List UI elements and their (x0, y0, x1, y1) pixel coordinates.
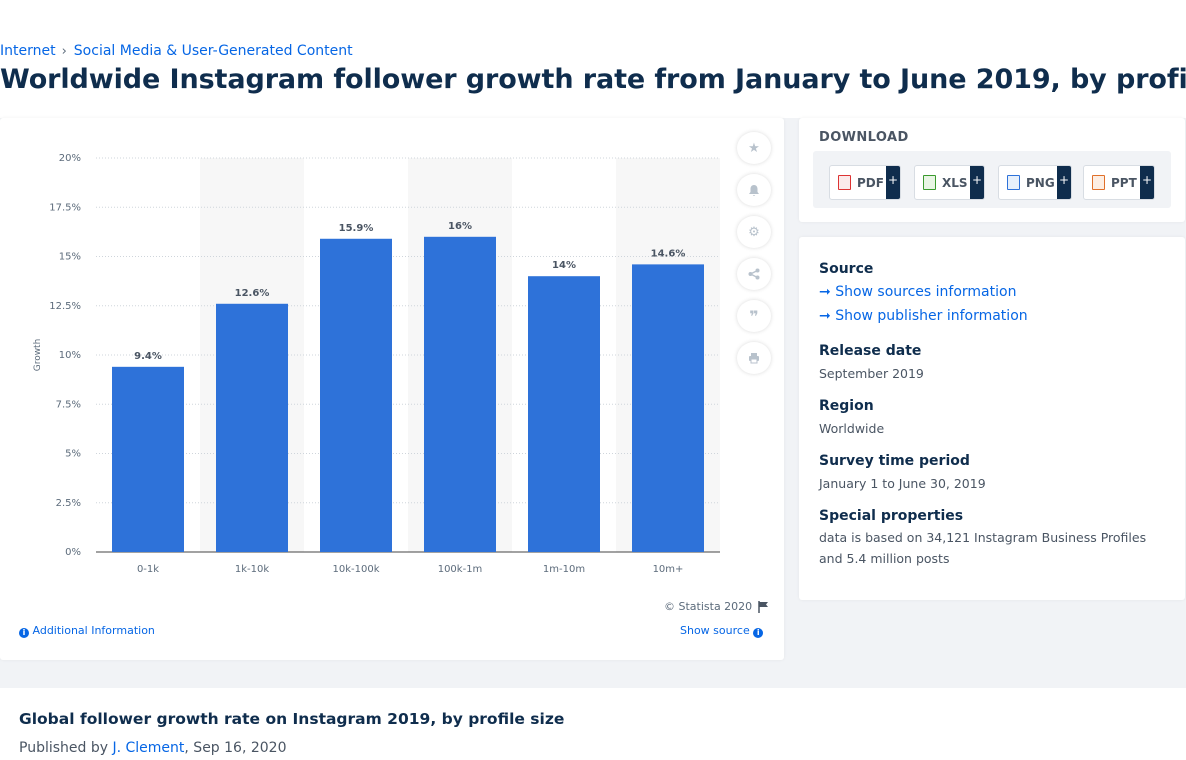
published-by-label: Published by (19, 740, 109, 756)
plus-icon: + (970, 166, 984, 199)
related-statistic-card: Global follower growth rate on Instagram… (0, 688, 1186, 760)
x-tick-label: 1k-10k (235, 564, 269, 575)
survey-period-value: January 1 to June 30, 2019 (819, 476, 986, 491)
author-link[interactable]: J. Clement (112, 740, 185, 756)
y-tick-label: 17.5% (49, 202, 81, 213)
show-source-link[interactable]: Show source i (680, 624, 764, 638)
survey-period-label: Survey time period (819, 453, 970, 469)
bar-value-label: 14.6% (651, 248, 686, 259)
settings-button[interactable]: ⚙ (737, 216, 771, 248)
plus-icon: + (1140, 166, 1154, 199)
download-format-label: PNG (1026, 175, 1055, 190)
plus-icon: + (1057, 166, 1071, 199)
header-band (0, 0, 1186, 118)
special-properties-label: Special properties (819, 508, 964, 524)
show-source-label: Show source (680, 624, 750, 637)
y-tick-label: 20% (59, 153, 81, 164)
y-tick-label: 10% (59, 350, 81, 361)
info-icon: i (753, 628, 764, 638)
additional-info-link[interactable]: i Additional Information (19, 624, 155, 638)
download-format-label: XLS (942, 175, 968, 190)
x-tick-label: 10m+ (653, 564, 684, 575)
bar (632, 264, 704, 552)
bar-value-label: 15.9% (339, 223, 374, 234)
x-tick-label: 100k-1m (438, 564, 483, 575)
bar-value-label: 9.4% (134, 351, 162, 362)
related-statistic-title[interactable]: Global follower growth rate on Instagram… (19, 710, 565, 728)
source-label: Source (819, 261, 874, 277)
show-publisher-label: Show publisher information (835, 308, 1028, 324)
page-title: Worldwide Instagram follower growth rate… (0, 64, 1186, 95)
y-tick-label: 0% (65, 547, 81, 558)
bar-value-label: 12.6% (235, 288, 270, 299)
y-tick-label: 5% (65, 449, 81, 460)
gear-icon: ⚙ (748, 224, 760, 240)
print-button[interactable] (737, 342, 771, 374)
show-publisher-link[interactable]: ➞ Show publisher information (819, 308, 1028, 324)
x-tick-label: 1m-10m (543, 564, 585, 575)
bar-value-label: 16% (448, 221, 472, 232)
download-xls-button[interactable]: XLS + (914, 165, 985, 200)
cite-button[interactable]: ❞ (737, 300, 771, 332)
star-icon: ★ (748, 140, 760, 156)
download-format-label: PDF (857, 175, 884, 190)
publish-date: , Sep 16, 2020 (184, 740, 287, 756)
download-format-label: PPT (1111, 175, 1137, 190)
breadcrumb: Internet › Social Media & User-Generated… (0, 43, 353, 59)
arrow-right-icon: ➞ (819, 284, 831, 300)
release-date-label: Release date (819, 343, 922, 359)
y-tick-label: 12.5% (49, 301, 81, 312)
breadcrumb-item-internet[interactable]: Internet (0, 43, 56, 59)
flag-icon[interactable] (758, 600, 769, 613)
download-pdf-button[interactable]: PDF + (829, 165, 901, 200)
copyright-notice: © Statista 2020 (664, 600, 769, 613)
show-sources-link[interactable]: ➞ Show sources information (819, 284, 1016, 300)
bell-icon (749, 184, 759, 196)
breadcrumb-item-social-media[interactable]: Social Media & User-Generated Content (73, 43, 353, 59)
y-tick-label: 7.5% (56, 399, 81, 410)
y-axis-title: Growth (33, 339, 43, 372)
plus-icon: + (886, 166, 900, 199)
bar (112, 366, 184, 552)
copyright-text: © Statista 2020 (664, 600, 753, 613)
ppt-file-icon (1092, 175, 1105, 190)
share-icon (748, 268, 760, 280)
y-tick-label: 2.5% (56, 498, 81, 509)
additional-info-label: Additional Information (32, 624, 155, 637)
arrow-right-icon: ➞ (819, 308, 831, 324)
bar (424, 236, 496, 553)
bar (320, 238, 392, 552)
region-label: Region (819, 398, 874, 414)
bar (528, 276, 600, 552)
bar-value-label: 14% (552, 260, 576, 271)
bar-chart: 0% 2.5% 5% 7.5% 10% 12.5% 15% 17.5% 20% Growth 9.4… (33, 153, 720, 575)
published-by: Published by J. Clement, Sep 16, 2020 (19, 740, 287, 756)
special-properties-value: data is based on 34,121 Instagram Busine… (819, 530, 1147, 566)
quote-icon: ❞ (749, 306, 759, 326)
x-tick-label: 10k-100k (332, 564, 379, 575)
download-card: DOWNLOAD PDF + XLS + PNG + PPT + (799, 118, 1185, 222)
release-date-value: September 2019 (819, 366, 924, 381)
statistic-details-card: Source ➞ Show sources information ➞ Show… (799, 237, 1185, 600)
y-tick-label: 15% (59, 252, 81, 263)
favorite-button[interactable]: ★ (737, 132, 771, 164)
download-buttons-row: PDF + XLS + PNG + PPT + (813, 151, 1171, 208)
chart-toolbar: ★ ⚙ ❞ (737, 132, 771, 384)
breadcrumb-separator: › (61, 43, 67, 59)
notification-button[interactable] (737, 174, 771, 206)
info-icon: i (19, 628, 29, 638)
chart-card: 0% 2.5% 5% 7.5% 10% 12.5% 15% 17.5% 20% Growth 9.4… (0, 118, 784, 660)
x-tick-label: 0-1k (137, 564, 159, 575)
bar (216, 303, 288, 552)
download-title: DOWNLOAD (819, 130, 909, 145)
print-icon (749, 353, 759, 364)
share-button[interactable] (737, 258, 771, 290)
download-png-button[interactable]: PNG + (998, 165, 1072, 200)
xls-file-icon (923, 175, 936, 190)
png-file-icon (1007, 175, 1020, 190)
pdf-file-icon (838, 175, 851, 190)
region-value: Worldwide (819, 421, 885, 436)
download-ppt-button[interactable]: PPT + (1083, 165, 1155, 200)
show-sources-label: Show sources information (835, 284, 1017, 300)
